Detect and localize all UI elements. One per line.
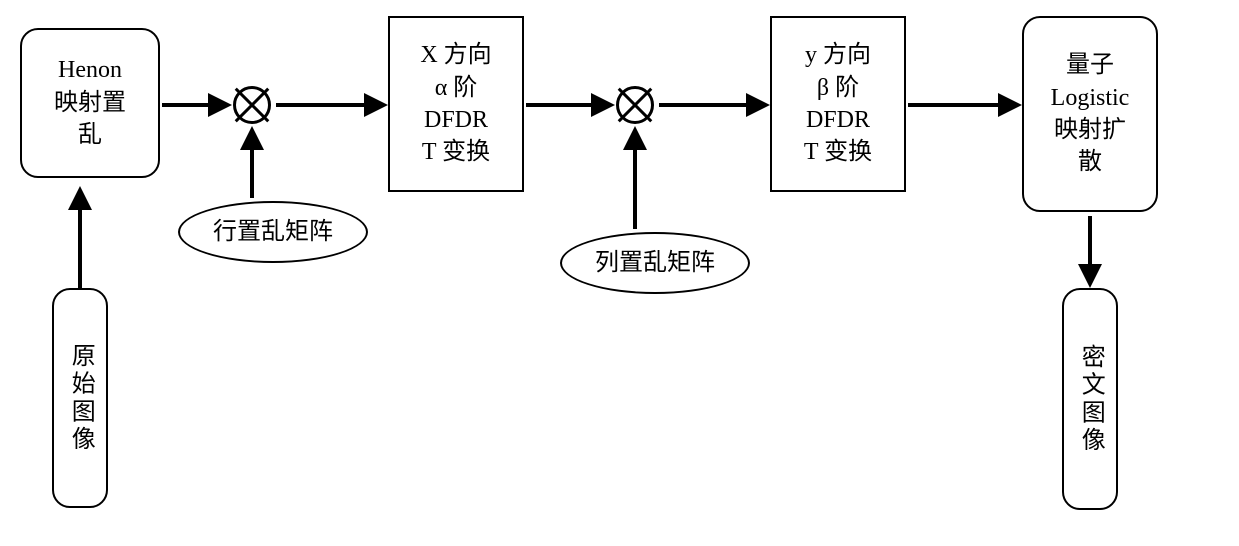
node-input-label: 原始图像	[64, 343, 96, 453]
node-col-permutation: 列置乱矩阵	[560, 232, 750, 294]
node-output: 密文图像	[1062, 288, 1118, 510]
node-input: 原始图像	[52, 288, 108, 508]
operator-otimes-2	[616, 86, 654, 124]
node-output-label: 密文图像	[1074, 344, 1106, 454]
node-y-dfrdt: y 方向 β 阶 DFDR T 变换	[770, 16, 906, 192]
node-logistic: 量子 Logistic 映射扩 散	[1022, 16, 1158, 212]
node-row-permutation: 行置乱矩阵	[178, 201, 368, 263]
node-col-permutation-label: 列置乱矩阵	[595, 247, 715, 279]
node-y-dfrdt-label: y 方向 β 阶 DFDR T 变换	[804, 39, 872, 169]
node-row-permutation-label: 行置乱矩阵	[213, 216, 333, 248]
node-henon: Henon 映射置 乱	[20, 28, 160, 178]
operator-otimes-1	[233, 86, 271, 124]
node-x-dfrdt: X 方向 α 阶 DFDR T 变换	[388, 16, 524, 192]
node-x-dfrdt-label: X 方向 α 阶 DFDR T 变换	[420, 39, 491, 169]
node-logistic-label: 量子 Logistic 映射扩 散	[1051, 49, 1130, 179]
node-henon-label: Henon 映射置 乱	[54, 54, 126, 151]
